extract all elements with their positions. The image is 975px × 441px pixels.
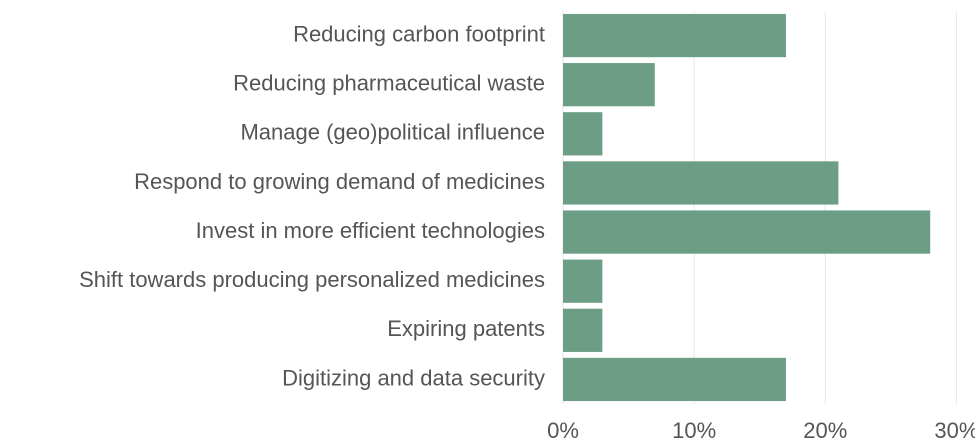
y-tick-label: Shift towards producing personalized med…: [79, 267, 545, 292]
bar: [563, 112, 603, 156]
x-tick-label: 20%: [803, 418, 847, 441]
bar: [563, 63, 655, 107]
x-tick-label: 0%: [547, 418, 579, 441]
bar: [563, 357, 786, 402]
y-tick-label: Digitizing and data security: [282, 365, 545, 390]
bar: [563, 308, 603, 352]
y-tick-label: Manage (geo)political influence: [240, 120, 545, 145]
bar: [563, 13, 786, 58]
y-tick-label: Invest in more efficient technologies: [196, 218, 545, 243]
bar: [563, 259, 603, 303]
y-tick-label: Reducing pharmaceutical waste: [233, 71, 545, 96]
bar: [563, 161, 839, 205]
y-tick-label: Respond to growing demand of medicines: [134, 169, 545, 194]
x-tick-label: 30%: [934, 418, 975, 441]
y-tick-label: Reducing carbon footprint: [293, 21, 545, 46]
y-tick-label: Expiring patents: [387, 316, 545, 341]
bar: [563, 210, 931, 254]
x-tick-label: 10%: [672, 418, 716, 441]
